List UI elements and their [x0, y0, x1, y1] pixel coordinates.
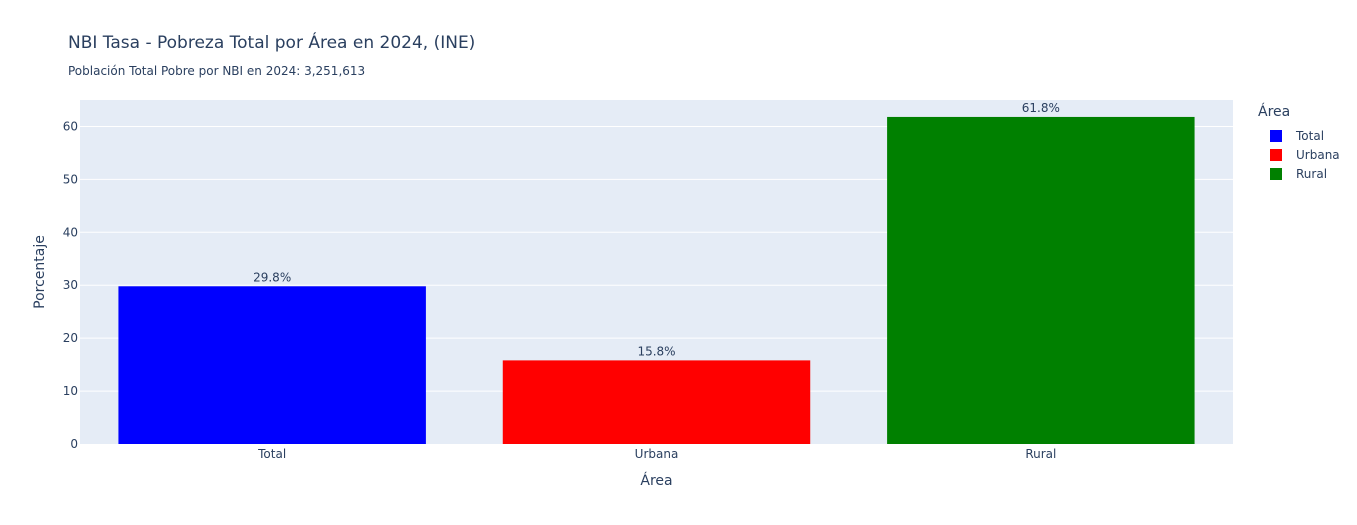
bar-total	[118, 286, 426, 444]
bar-rural	[887, 116, 1195, 444]
x-tick-label: Total	[257, 447, 286, 461]
legend-title: Área	[1258, 104, 1291, 120]
legend-swatch	[1270, 167, 1282, 180]
legend-label: Total	[1296, 128, 1325, 143]
bar-urbana	[502, 360, 811, 444]
legend-swatch	[1270, 148, 1282, 161]
y-tick-label: 10	[63, 384, 78, 398]
legend-item-urbana[interactable]: Urbana	[1258, 145, 1340, 164]
data-label: 61.8%	[1022, 101, 1060, 115]
data-label: 29.8%	[253, 270, 291, 284]
legend-item-rural[interactable]: Rural	[1258, 164, 1340, 183]
legend-item-total[interactable]: Total	[1258, 126, 1340, 145]
legend-label: Rural	[1296, 166, 1328, 181]
chart-title: NBI Tasa - Pobreza Total por Área en 202…	[68, 33, 476, 53]
y-tick-label: 50	[63, 172, 78, 186]
legend: Área Total Urbana Rural	[1258, 104, 1340, 183]
y-tick-label: 0	[70, 437, 78, 451]
legend-label: Urbana	[1296, 147, 1340, 162]
y-tick-label: 30	[63, 278, 78, 292]
x-tick-label: Urbana	[635, 447, 679, 461]
x-axis-title: Área	[640, 472, 672, 489]
y-tick-label: 60	[63, 119, 78, 133]
y-tick-label: 40	[63, 225, 78, 239]
legend-swatch	[1270, 129, 1282, 142]
y-axis-title: Porcentaje	[32, 235, 48, 309]
data-label: 15.8%	[637, 344, 675, 358]
y-tick-label: 20	[63, 331, 78, 345]
chart-subtitle: Población Total Pobre por NBI en 2024: 3…	[68, 64, 366, 78]
x-tick-label: Rural	[1025, 447, 1056, 461]
